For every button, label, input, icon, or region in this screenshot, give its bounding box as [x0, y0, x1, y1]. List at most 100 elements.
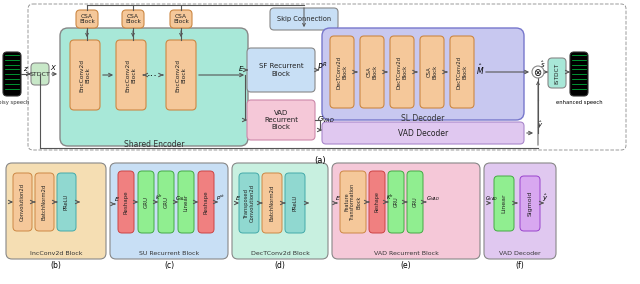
Text: Reshape: Reshape: [124, 190, 129, 214]
FancyBboxPatch shape: [57, 173, 76, 231]
Circle shape: [532, 66, 544, 78]
Text: Linear: Linear: [502, 194, 506, 213]
Text: z: z: [23, 66, 27, 72]
Text: (d): (d): [275, 261, 285, 270]
FancyBboxPatch shape: [330, 36, 354, 108]
Text: Feature
Transformation
Block: Feature Transformation Block: [345, 183, 362, 221]
Text: Sigmoid: Sigmoid: [527, 191, 532, 216]
FancyBboxPatch shape: [322, 28, 524, 120]
Text: CSA
Block: CSA Block: [173, 14, 189, 24]
Text: CSA
Block: CSA Block: [79, 14, 95, 24]
Text: VAD
Recurrent
Block: VAD Recurrent Block: [264, 110, 298, 130]
FancyBboxPatch shape: [247, 100, 315, 140]
FancyBboxPatch shape: [138, 171, 154, 233]
FancyBboxPatch shape: [110, 163, 228, 259]
Text: IncConv2d Block: IncConv2d Block: [29, 251, 83, 256]
FancyBboxPatch shape: [198, 171, 214, 233]
Text: $K^h$: $K^h$: [385, 193, 394, 202]
Text: ···: ···: [147, 71, 157, 81]
Text: DecTConv2d
Block: DecTConv2d Block: [397, 55, 408, 89]
Text: GRU: GRU: [163, 196, 168, 208]
Text: $p^{st}$: $p^{st}$: [216, 193, 225, 203]
FancyBboxPatch shape: [340, 171, 366, 233]
FancyBboxPatch shape: [178, 171, 194, 233]
Text: Shared Encoder: Shared Encoder: [124, 140, 184, 149]
Text: BatchNorm2d: BatchNorm2d: [269, 185, 275, 221]
FancyBboxPatch shape: [420, 36, 444, 108]
FancyBboxPatch shape: [6, 163, 106, 259]
FancyBboxPatch shape: [122, 10, 144, 28]
Text: SU Recurrent Block: SU Recurrent Block: [139, 251, 199, 256]
Text: CSA
Block: CSA Block: [427, 65, 437, 79]
Text: (c): (c): [164, 261, 174, 270]
Text: DecTConv2d Block: DecTConv2d Block: [251, 251, 309, 256]
FancyBboxPatch shape: [570, 52, 588, 96]
Text: EncConv2d
Block: EncConv2d Block: [79, 59, 90, 91]
Text: $E$: $E$: [114, 195, 120, 203]
FancyBboxPatch shape: [369, 171, 385, 233]
Text: ISTDCT: ISTDCT: [554, 62, 559, 83]
Text: $E$: $E$: [335, 194, 341, 202]
FancyBboxPatch shape: [270, 8, 338, 30]
Text: Transposed
Convolution2d: Transposed Convolution2d: [244, 184, 255, 222]
FancyBboxPatch shape: [3, 52, 21, 96]
Text: $E$: $E$: [235, 194, 241, 202]
Text: $\hat{M}$: $\hat{M}$: [476, 63, 484, 77]
FancyBboxPatch shape: [285, 173, 305, 233]
FancyBboxPatch shape: [31, 63, 49, 85]
Text: GRU: GRU: [143, 196, 148, 208]
Text: Skip Connection: Skip Connection: [277, 16, 331, 22]
Text: noisy speech: noisy speech: [0, 100, 29, 105]
FancyBboxPatch shape: [158, 171, 174, 233]
Text: DecTConv2d
Block: DecTConv2d Block: [337, 55, 348, 89]
Text: VAD Recurrent Block: VAD Recurrent Block: [374, 251, 438, 256]
Text: SF Recurrent
Block: SF Recurrent Block: [259, 64, 303, 76]
Text: $P^R$: $P^R$: [317, 61, 328, 73]
FancyBboxPatch shape: [390, 36, 414, 108]
Text: enhanced speech: enhanced speech: [556, 100, 602, 105]
Text: GRU: GRU: [413, 197, 417, 207]
FancyBboxPatch shape: [232, 163, 328, 259]
FancyBboxPatch shape: [60, 28, 248, 146]
FancyBboxPatch shape: [450, 36, 474, 108]
Text: $G_{VAD}$: $G_{VAD}$: [426, 194, 440, 203]
Text: $E$: $E$: [237, 64, 244, 73]
FancyBboxPatch shape: [35, 173, 54, 231]
Text: $G_{SL}$: $G_{SL}$: [175, 194, 185, 203]
Text: GRU: GRU: [394, 197, 399, 207]
FancyBboxPatch shape: [239, 173, 259, 233]
Text: CSA
Block: CSA Block: [367, 65, 378, 79]
Text: SL Decoder: SL Decoder: [401, 114, 445, 123]
Text: EncConv2d
Block: EncConv2d Block: [125, 59, 136, 91]
Text: PReLU: PReLU: [292, 195, 298, 211]
FancyBboxPatch shape: [332, 163, 480, 259]
FancyBboxPatch shape: [70, 40, 100, 110]
Text: (b): (b): [51, 261, 61, 270]
Text: Reshape: Reshape: [204, 190, 209, 214]
Text: VAD Decoder: VAD Decoder: [499, 251, 541, 256]
FancyBboxPatch shape: [484, 163, 556, 259]
Text: CSA
Block: CSA Block: [125, 14, 141, 24]
Text: Convolution2d: Convolution2d: [20, 183, 25, 221]
Text: PReLU: PReLU: [64, 194, 69, 210]
Text: (e): (e): [401, 261, 412, 270]
Text: $X$: $X$: [51, 63, 58, 72]
Text: $k^h$: $k^h$: [155, 193, 163, 202]
FancyBboxPatch shape: [262, 173, 282, 233]
Text: $\hat{s}$: $\hat{s}$: [540, 60, 545, 70]
Text: BatchNorm2d: BatchNorm2d: [42, 184, 47, 220]
Text: $\hat{y}$: $\hat{y}$: [537, 120, 543, 131]
FancyBboxPatch shape: [360, 36, 384, 108]
Text: $G_{VAD}$: $G_{VAD}$: [317, 115, 335, 125]
Text: Reshape: Reshape: [374, 192, 380, 212]
Text: VAD Decoder: VAD Decoder: [398, 128, 448, 137]
Text: (a): (a): [314, 156, 326, 165]
FancyBboxPatch shape: [166, 40, 196, 110]
FancyBboxPatch shape: [548, 58, 566, 88]
Text: Linear: Linear: [184, 193, 189, 210]
FancyBboxPatch shape: [76, 10, 98, 28]
Text: DecTConv2d
Block: DecTConv2d Block: [456, 55, 467, 89]
FancyBboxPatch shape: [494, 176, 514, 231]
FancyBboxPatch shape: [388, 171, 404, 233]
FancyBboxPatch shape: [520, 176, 540, 231]
